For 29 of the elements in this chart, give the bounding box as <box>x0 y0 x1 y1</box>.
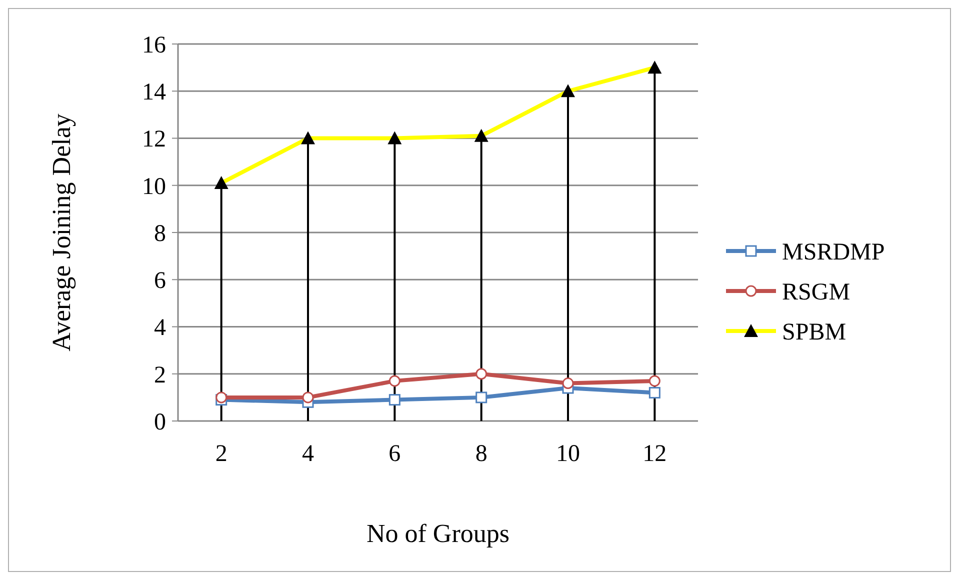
y-tick-label: 0 <box>154 409 166 436</box>
y-tick-label: 16 <box>142 32 166 58</box>
point <box>302 392 314 404</box>
point <box>216 392 228 404</box>
x-tick-label: 2 <box>215 441 228 467</box>
y-tick-label: 4 <box>154 315 166 342</box>
x-tick-label: 6 <box>388 441 401 467</box>
point <box>648 386 660 398</box>
x-tick-label: 12 <box>642 441 667 467</box>
point <box>388 375 400 387</box>
x-tick-label: 10 <box>556 441 580 467</box>
y-tick-label: 10 <box>142 174 166 200</box>
point <box>476 368 488 380</box>
y-axis-title: Average Joining Delay <box>47 114 76 352</box>
point <box>388 394 400 406</box>
legend-label: SPBM <box>782 319 846 346</box>
legend-label: MSRDMP <box>782 239 885 266</box>
x-tick-label: 8 <box>475 441 488 467</box>
point <box>648 375 660 387</box>
y-tick-label: 12 <box>142 126 166 153</box>
y-tick-label: 8 <box>154 220 166 247</box>
y-tick-label: 2 <box>154 362 166 388</box>
y-tick-label: 6 <box>154 268 166 294</box>
y-tick-label: 14 <box>142 80 166 106</box>
legend-label: RSGM <box>782 279 850 306</box>
point <box>476 392 488 404</box>
x-axis-title: No of Groups <box>366 519 510 548</box>
point <box>562 378 574 390</box>
x-tick-label: 4 <box>302 441 314 467</box>
